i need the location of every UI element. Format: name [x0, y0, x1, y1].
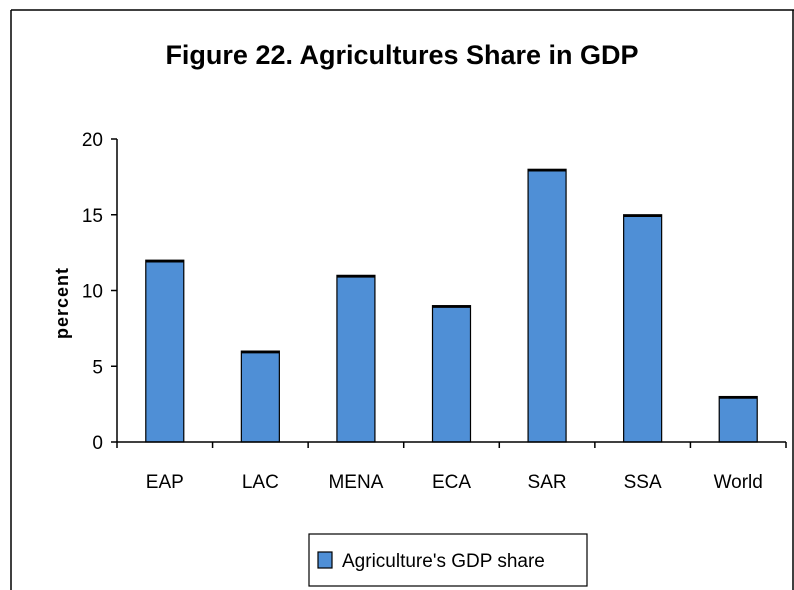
- bar-mena: [336, 274, 376, 443]
- y-tick-label: 0: [92, 433, 103, 454]
- legend: Agriculture's GDP share: [308, 533, 588, 587]
- bar-lac: [240, 350, 280, 443]
- bars-group: [145, 168, 758, 443]
- x-tick-label: ECA: [432, 472, 471, 493]
- y-tick-label: 5: [92, 357, 103, 378]
- legend-box: [308, 533, 588, 587]
- y-ticks-group: 0 5 10 15 20: [82, 130, 117, 454]
- y-axis-label: percent: [52, 267, 72, 339]
- chart-title: Figure 22. Agricultures Share in GDP: [165, 40, 638, 70]
- y-tick-label: 20: [82, 130, 103, 151]
- x-tick-label: LAC: [242, 472, 279, 493]
- x-tick-label: EAP: [146, 472, 184, 493]
- x-tick-label: SSA: [624, 472, 662, 493]
- bar-eap: [145, 259, 185, 443]
- legend-label: Agriculture's GDP share: [342, 551, 545, 572]
- legend-swatch: [317, 551, 333, 569]
- bar-world: [718, 395, 758, 443]
- x-tick-label: World: [714, 472, 763, 493]
- y-tick-label: 15: [82, 206, 103, 227]
- y-tick-label: 10: [82, 282, 103, 303]
- bar-ssa: [623, 214, 663, 443]
- x-tick-label: SAR: [528, 472, 567, 493]
- x-ticks-group: EAP LAC MENA ECA SAR SSA World: [116, 442, 787, 493]
- bar-eca: [431, 305, 472, 443]
- bar-sar: [527, 168, 567, 443]
- x-tick-label: MENA: [328, 472, 383, 493]
